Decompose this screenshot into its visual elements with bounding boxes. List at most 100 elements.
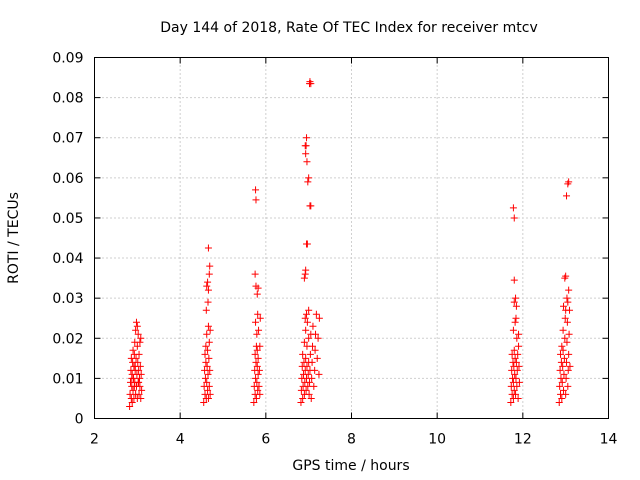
data-point bbox=[565, 178, 573, 186]
data-point bbox=[132, 354, 140, 362]
data-point bbox=[311, 346, 319, 354]
data-point bbox=[556, 366, 564, 374]
data-point bbox=[137, 370, 145, 378]
data-point bbox=[312, 310, 320, 318]
y-tick-label: 0.07 bbox=[52, 131, 83, 147]
data-point bbox=[133, 342, 141, 350]
data-point bbox=[306, 378, 314, 386]
y-tick-label: 0.05 bbox=[52, 211, 83, 227]
data-point bbox=[255, 382, 263, 390]
data-point bbox=[307, 394, 315, 402]
x-axis-label: GPS time / hours bbox=[292, 458, 409, 474]
data-point bbox=[253, 290, 261, 298]
data-point bbox=[305, 390, 313, 398]
data-point bbox=[206, 326, 214, 334]
data-point bbox=[299, 350, 307, 358]
data-point bbox=[309, 322, 317, 330]
y-tick-label: 0.02 bbox=[52, 331, 83, 347]
data-point bbox=[308, 374, 316, 382]
data-point bbox=[200, 398, 208, 406]
data-point bbox=[133, 322, 141, 330]
data-points bbox=[126, 78, 574, 410]
y-axis-label: ROTI / TECUs bbox=[6, 192, 22, 284]
data-point bbox=[557, 350, 565, 358]
data-point bbox=[515, 330, 523, 338]
data-point bbox=[135, 350, 143, 358]
data-point bbox=[559, 326, 567, 334]
data-point bbox=[138, 386, 146, 394]
data-point bbox=[201, 374, 209, 382]
data-point bbox=[307, 80, 315, 88]
data-point bbox=[507, 398, 515, 406]
data-point bbox=[304, 370, 312, 378]
data-point bbox=[252, 186, 260, 194]
data-point bbox=[302, 386, 310, 394]
data-point bbox=[135, 366, 143, 374]
data-point bbox=[253, 378, 261, 386]
data-point bbox=[512, 374, 520, 382]
data-point bbox=[563, 294, 571, 302]
data-point bbox=[308, 358, 316, 366]
data-point bbox=[514, 350, 522, 358]
data-point bbox=[306, 350, 314, 358]
data-point bbox=[301, 142, 309, 150]
data-point bbox=[132, 326, 140, 334]
y-tick-label: 0 bbox=[75, 412, 84, 428]
data-point bbox=[205, 338, 213, 346]
data-point bbox=[564, 366, 572, 374]
data-point bbox=[135, 390, 143, 398]
data-point bbox=[256, 342, 264, 350]
data-point bbox=[252, 394, 260, 402]
data-point bbox=[564, 298, 572, 306]
data-point bbox=[204, 278, 212, 286]
data-point bbox=[315, 314, 323, 322]
data-point bbox=[305, 174, 313, 182]
data-point bbox=[250, 398, 258, 406]
data-point bbox=[202, 358, 210, 366]
y-tick-label: 0.09 bbox=[52, 51, 83, 67]
data-point bbox=[303, 158, 311, 166]
data-point bbox=[129, 386, 137, 394]
data-point bbox=[515, 378, 523, 386]
data-point bbox=[131, 362, 139, 370]
data-point bbox=[311, 366, 319, 374]
data-point bbox=[315, 370, 323, 378]
data-point bbox=[511, 318, 519, 326]
data-point bbox=[297, 398, 305, 406]
y-tick-label: 0.03 bbox=[52, 291, 83, 307]
data-point bbox=[128, 398, 136, 406]
data-point bbox=[252, 374, 260, 382]
data-point bbox=[512, 294, 520, 302]
data-point bbox=[135, 374, 143, 382]
data-point bbox=[302, 326, 310, 334]
data-point bbox=[511, 354, 519, 362]
data-point bbox=[560, 302, 568, 310]
x-tick-label: 8 bbox=[347, 432, 356, 448]
data-point bbox=[560, 386, 568, 394]
data-point bbox=[203, 378, 211, 386]
data-point bbox=[203, 330, 211, 338]
data-point bbox=[303, 362, 311, 370]
data-point bbox=[301, 314, 309, 322]
data-point bbox=[204, 298, 212, 306]
data-point bbox=[303, 240, 311, 248]
data-point bbox=[206, 390, 214, 398]
data-point bbox=[253, 362, 261, 370]
x-axis-ticks: 2 4 6 8 10 12 14 bbox=[90, 57, 617, 448]
x-tick-label: 12 bbox=[514, 432, 532, 448]
data-point bbox=[137, 334, 145, 342]
data-point bbox=[204, 370, 212, 378]
data-point bbox=[510, 298, 518, 306]
data-point bbox=[129, 346, 137, 354]
data-point bbox=[204, 286, 212, 294]
data-point bbox=[559, 362, 567, 370]
data-point bbox=[509, 378, 517, 386]
y-tick-label: 0.08 bbox=[52, 91, 83, 107]
data-point bbox=[566, 362, 574, 370]
data-point bbox=[130, 382, 138, 390]
data-point bbox=[302, 150, 310, 158]
data-point bbox=[134, 358, 142, 366]
data-point bbox=[511, 370, 519, 378]
data-point bbox=[515, 362, 523, 370]
data-point bbox=[300, 274, 308, 282]
